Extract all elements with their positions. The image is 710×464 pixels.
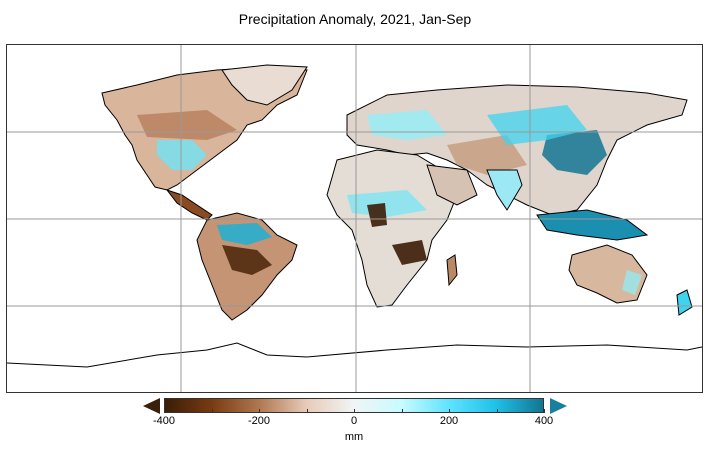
map-frame [6, 44, 703, 393]
colorbar-tick [496, 409, 498, 413]
region-australia-wet [622, 270, 642, 295]
landmass-africa [326, 149, 458, 308]
landmass-madagascar [446, 254, 458, 287]
region-southern-africa-dry [392, 240, 427, 265]
antarctica-coastline [7, 342, 702, 368]
colorbar-tick-label: 0 [350, 415, 358, 427]
region-east-china-wet [542, 130, 607, 175]
colorbar-tick-label: -400 [152, 415, 176, 427]
colorbar-tick-label: -200 [247, 415, 271, 427]
region-west-africa-dry [367, 203, 387, 227]
region-china-wet-band [487, 105, 587, 145]
colorbar: -400 -200 0 200 400 mm [140, 395, 570, 455]
landmass-arabia [426, 164, 478, 206]
colorbar-tick [259, 409, 260, 413]
colorbar-extend-min-arrow [143, 398, 160, 414]
region-amazon [217, 223, 272, 245]
colorbar-tick [164, 409, 165, 413]
gridlines [7, 45, 702, 392]
landmass-maritime-continent [536, 209, 649, 241]
world-map [7, 45, 702, 392]
colorbar-extend-max-arrow [550, 398, 567, 414]
chart-title: Precipitation Anomaly, 2021, Jan-Sep [238, 11, 472, 27]
colorbar-tick [354, 409, 355, 413]
landmass-india [486, 169, 523, 211]
colorbar-tick-label: 200 [439, 415, 459, 427]
colorbar-tick [544, 409, 545, 413]
region-east-us [157, 140, 207, 170]
colorbar-tick [449, 409, 450, 413]
landmass-new-zealand [676, 289, 693, 316]
colorbar-tick-label: 400 [534, 415, 554, 427]
colorbar-tick [211, 409, 213, 413]
region-africa-sahel-wet [347, 190, 427, 217]
landmass-central-america [165, 189, 213, 221]
colorbar-units: mm [344, 431, 364, 443]
colorbar-tick [306, 409, 308, 413]
colorbar-tick [401, 409, 403, 413]
landmass-greenland [221, 64, 308, 106]
region-central-sa-dry [222, 245, 272, 275]
